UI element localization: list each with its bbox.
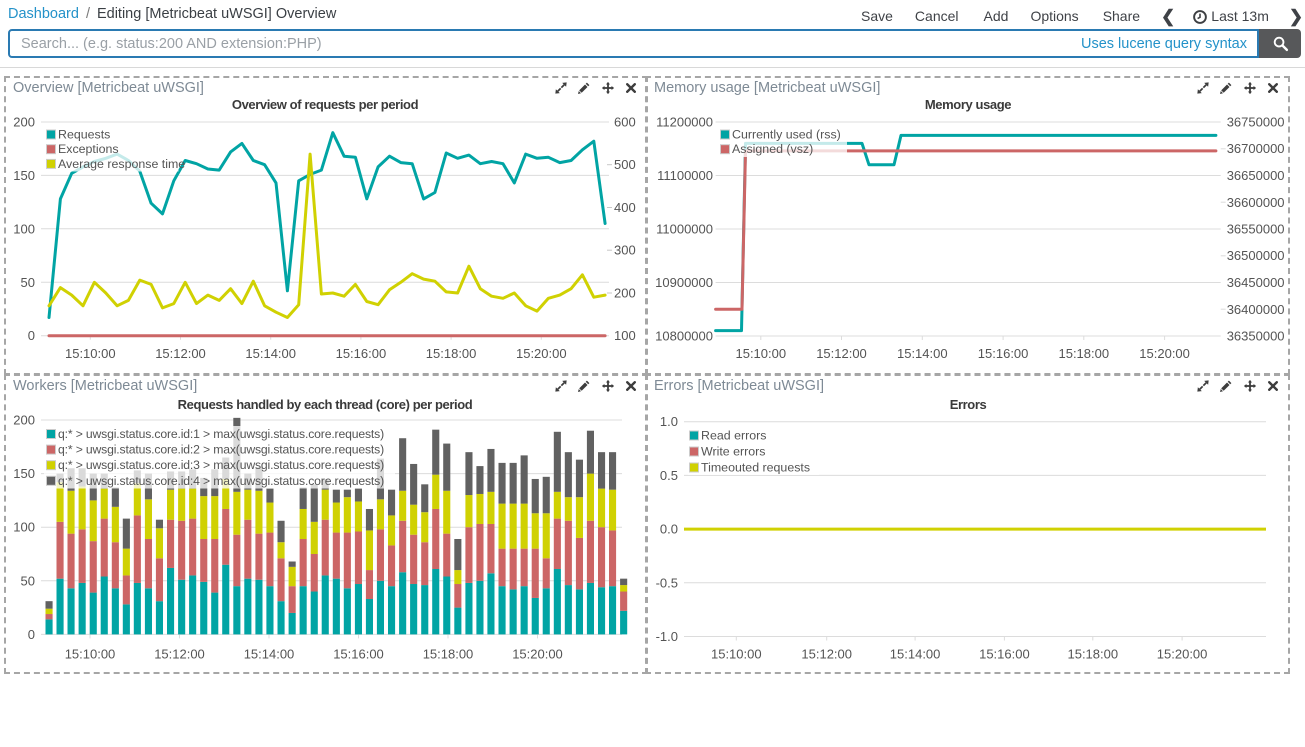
svg-text:36750000: 36750000	[1227, 115, 1285, 130]
svg-text:11200000: 11200000	[656, 115, 713, 130]
svg-text:50: 50	[21, 573, 35, 588]
svg-text:15:16:00: 15:16:00	[979, 647, 1030, 662]
svg-text:15:14:00: 15:14:00	[245, 346, 296, 361]
svg-text:Memory usage: Memory usage	[925, 97, 1011, 112]
svg-text:15:20:00: 15:20:00	[1139, 346, 1190, 361]
svg-text:11000000: 11000000	[656, 222, 713, 237]
svg-text:Timeouted requests: Timeouted requests	[701, 461, 810, 475]
svg-text:15:10:00: 15:10:00	[65, 647, 116, 662]
svg-text:15:10:00: 15:10:00	[65, 346, 116, 361]
svg-text:15:12:00: 15:12:00	[154, 647, 205, 662]
svg-text:11100000: 11100000	[657, 168, 713, 183]
svg-text:100: 100	[13, 221, 35, 236]
svg-text:15:14:00: 15:14:00	[244, 647, 295, 662]
svg-text:150: 150	[13, 168, 35, 183]
svg-text:15:18:00: 15:18:00	[1067, 647, 1118, 662]
svg-text:q:* > uwsgi.status.core.id:4 >: q:* > uwsgi.status.core.id:4 > max(uwsgi…	[58, 474, 384, 488]
svg-text:36550000: 36550000	[1227, 222, 1285, 237]
svg-text:15:16:00: 15:16:00	[336, 346, 387, 361]
svg-text:36400000: 36400000	[1227, 302, 1285, 317]
svg-text:15:12:00: 15:12:00	[801, 647, 852, 662]
svg-text:150: 150	[13, 466, 35, 481]
svg-text:15:18:00: 15:18:00	[1058, 346, 1109, 361]
svg-text:300: 300	[614, 243, 636, 258]
svg-text:q:* > uwsgi.status.core.id:3 >: q:* > uwsgi.status.core.id:3 > max(uwsgi…	[58, 458, 384, 472]
svg-text:100: 100	[614, 328, 636, 343]
svg-text:Read errors: Read errors	[701, 429, 766, 443]
svg-text:200: 200	[13, 413, 35, 428]
svg-text:q:* > uwsgi.status.core.id:1 >: q:* > uwsgi.status.core.id:1 > max(uwsgi…	[58, 427, 384, 441]
svg-text:10900000: 10900000	[655, 275, 713, 290]
svg-text:15:18:00: 15:18:00	[426, 346, 477, 361]
svg-text:Average response time: Average response time	[58, 157, 185, 171]
svg-text:15:14:00: 15:14:00	[890, 647, 941, 662]
svg-text:0: 0	[28, 328, 35, 343]
svg-text:500: 500	[614, 157, 636, 172]
svg-text:36450000: 36450000	[1227, 275, 1285, 290]
svg-text:Requests handled by each threa: Requests handled by each thread (core) p…	[178, 397, 473, 412]
svg-text:Errors: Errors	[950, 397, 987, 412]
svg-text:q:* > uwsgi.status.core.id:2 >: q:* > uwsgi.status.core.id:2 > max(uwsgi…	[58, 443, 384, 457]
svg-text:36500000: 36500000	[1227, 248, 1285, 263]
svg-text:0: 0	[28, 627, 35, 642]
svg-text:200: 200	[614, 286, 636, 301]
svg-text:200: 200	[13, 115, 35, 130]
svg-text:-0.5: -0.5	[656, 575, 678, 590]
svg-text:10800000: 10800000	[655, 329, 713, 344]
svg-text:Exceptions: Exceptions	[58, 142, 119, 156]
svg-text:Currently used (rss): Currently used (rss)	[732, 128, 841, 142]
svg-text:15:14:00: 15:14:00	[897, 346, 948, 361]
svg-text:-1.0: -1.0	[656, 629, 678, 644]
svg-text:1.0: 1.0	[660, 414, 678, 429]
svg-text:0.5: 0.5	[660, 468, 678, 483]
svg-text:Assigned (vsz): Assigned (vsz)	[732, 142, 813, 156]
svg-text:15:20:00: 15:20:00	[1157, 647, 1208, 662]
svg-text:Overview of requests per perio: Overview of requests per period	[232, 97, 419, 112]
svg-text:Write errors: Write errors	[701, 445, 765, 459]
svg-text:15:10:00: 15:10:00	[735, 346, 786, 361]
svg-text:15:20:00: 15:20:00	[512, 647, 563, 662]
svg-text:Requests: Requests	[58, 128, 110, 142]
svg-text:15:12:00: 15:12:00	[155, 346, 206, 361]
svg-text:15:16:00: 15:16:00	[978, 346, 1029, 361]
svg-text:100: 100	[13, 520, 35, 535]
svg-text:36650000: 36650000	[1227, 168, 1285, 183]
svg-text:15:10:00: 15:10:00	[711, 647, 762, 662]
svg-text:15:20:00: 15:20:00	[516, 346, 567, 361]
svg-text:600: 600	[614, 115, 636, 130]
svg-text:0.0: 0.0	[660, 522, 678, 537]
svg-text:50: 50	[21, 275, 35, 290]
svg-text:15:12:00: 15:12:00	[816, 346, 867, 361]
svg-text:400: 400	[614, 200, 636, 215]
svg-text:15:16:00: 15:16:00	[333, 647, 384, 662]
svg-text:15:18:00: 15:18:00	[423, 647, 474, 662]
svg-text:36350000: 36350000	[1227, 329, 1285, 344]
svg-text:36600000: 36600000	[1227, 195, 1285, 210]
svg-text:36700000: 36700000	[1227, 141, 1285, 156]
